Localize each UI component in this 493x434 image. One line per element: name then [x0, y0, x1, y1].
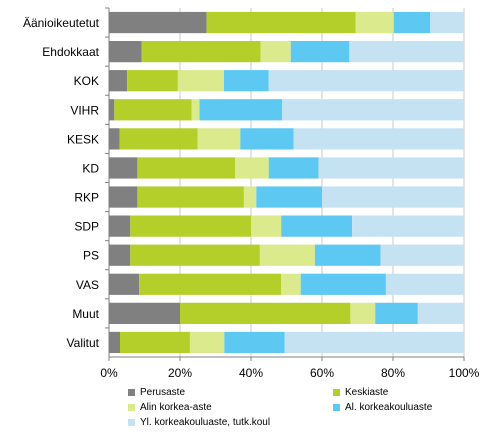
bar-segment — [290, 41, 350, 63]
bar-segment — [350, 302, 376, 324]
bar-segment — [314, 244, 381, 266]
bar-segment — [284, 331, 464, 354]
bar-segment — [243, 186, 257, 208]
category-label: Muut — [72, 307, 99, 321]
bar-segment — [281, 215, 353, 237]
bar-segment — [300, 273, 386, 295]
bar-segment — [197, 128, 241, 150]
x-tick-label: 0% — [100, 366, 118, 380]
category-label: SDP — [74, 220, 99, 234]
bar-segment — [318, 157, 464, 179]
bar-segment — [139, 273, 282, 295]
legend-label: Alin korkea-aste — [140, 402, 212, 413]
bar-segment — [251, 215, 282, 237]
bar-segment — [109, 331, 121, 354]
bar-segment — [268, 157, 319, 179]
bar-segment — [189, 331, 225, 354]
bar-segment — [293, 128, 464, 150]
category-label: PS — [83, 249, 99, 263]
bar-segment — [281, 273, 301, 295]
bar-segment — [137, 186, 244, 208]
bar-segment — [109, 41, 142, 63]
x-tick-label: 80% — [381, 366, 405, 380]
bar-segment — [393, 11, 431, 34]
legend-item: Alin korkea-aste — [128, 402, 212, 413]
bar-segment — [137, 157, 236, 179]
bar-segment — [127, 70, 178, 92]
x-tick-label: 60% — [310, 366, 334, 380]
bar-segment — [109, 215, 131, 237]
bar-segment — [430, 11, 464, 34]
bar-segment — [191, 99, 200, 121]
legend-swatch — [128, 404, 135, 411]
legend-swatch — [333, 389, 340, 396]
bar-segment — [375, 302, 418, 324]
bar-segment — [417, 302, 464, 324]
bar-segment — [109, 128, 120, 150]
bar-segment — [141, 41, 261, 63]
bar-segment — [385, 273, 464, 295]
bar-segment — [114, 99, 192, 121]
legend-label: Perusaste — [140, 387, 186, 398]
bar-segment — [224, 70, 269, 92]
legend-label: Al. korkeakouluaste — [345, 402, 433, 413]
category-label: Ehdokkaat — [42, 45, 99, 59]
legend-swatch — [128, 419, 135, 426]
legend-item: Perusaste — [128, 387, 185, 398]
bar-segment — [109, 244, 131, 266]
bar-segment — [235, 157, 269, 179]
category-label: RKP — [74, 191, 99, 205]
x-tick-label: 20% — [168, 366, 192, 380]
bar-segment — [206, 11, 356, 34]
bar-segment — [282, 99, 464, 121]
bar-segment — [240, 128, 294, 150]
bar-segment — [109, 11, 207, 34]
bar-segment — [119, 128, 198, 150]
bar-segment — [260, 41, 291, 63]
bar-segment — [380, 244, 464, 266]
category-label: KD — [82, 161, 99, 175]
bar-segment — [109, 302, 180, 324]
legend-swatch — [333, 404, 340, 411]
bar-segment — [120, 331, 190, 354]
bar-segment — [109, 99, 115, 121]
bar-segment — [109, 273, 140, 295]
x-tick-label: 40% — [239, 366, 263, 380]
bar-segment — [256, 186, 322, 208]
bar-segment — [224, 331, 285, 354]
bar-segment — [180, 302, 351, 324]
bar-segment — [109, 186, 138, 208]
bar-segment — [130, 215, 251, 237]
legend-item: Keskiaste — [333, 387, 388, 398]
bar-segment — [352, 215, 464, 237]
bar-segment — [268, 70, 464, 92]
category-label: KOK — [74, 74, 99, 88]
category-label: KESK — [67, 132, 99, 146]
bar-segment — [259, 244, 315, 266]
legend-label: Yl. korkeakouluaste, tutk.koul — [140, 417, 271, 428]
category-label: Äänioikeutetut — [23, 16, 100, 30]
bar-segment — [322, 186, 464, 208]
bar-segment — [130, 244, 260, 266]
legend-label: Keskiaste — [345, 387, 389, 398]
legend-swatch — [128, 389, 135, 396]
bar-segment — [109, 157, 138, 179]
category-label: VIHR — [70, 103, 99, 117]
legend-item: Yl. korkeakouluaste, tutk.koul — [128, 417, 270, 428]
bar-segment — [349, 41, 464, 63]
category-label: Valitut — [67, 336, 100, 350]
bar-segment — [109, 70, 128, 92]
bar-segment — [355, 11, 394, 34]
x-tick-label: 100% — [449, 366, 480, 380]
legend-item: Al. korkeakouluaste — [333, 402, 432, 413]
bar-segment — [199, 99, 283, 121]
bar-segment — [177, 70, 225, 92]
category-label: VAS — [76, 278, 99, 292]
